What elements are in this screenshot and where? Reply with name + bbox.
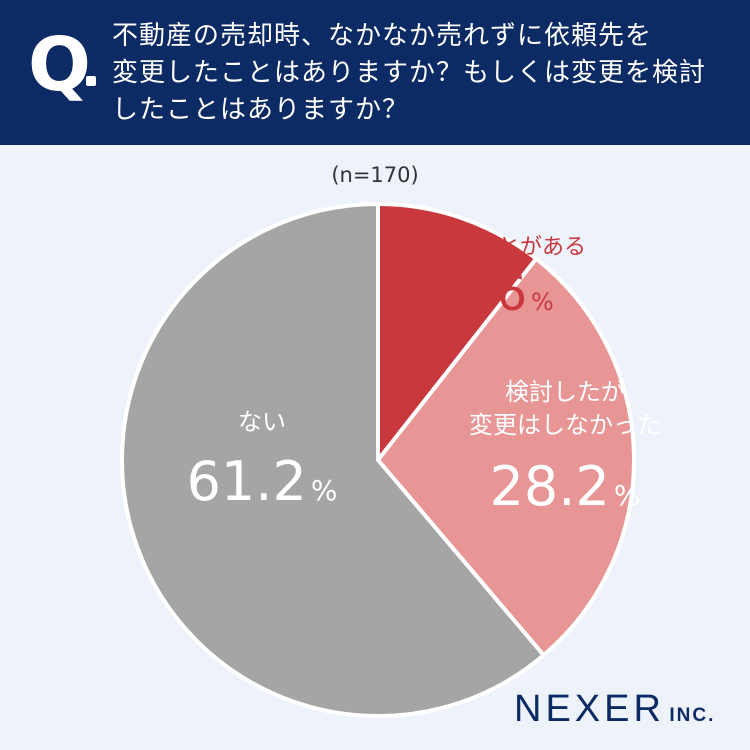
question-line: 不動産の売却時、なかなか売れずに依頼先を bbox=[112, 21, 653, 51]
question-dot bbox=[86, 76, 96, 86]
slice-percentage: 10.6% bbox=[420, 266, 554, 322]
question-line: 変更したことはありますか？もしくは変更を検討 bbox=[112, 58, 707, 88]
logo-sub-text: INC. bbox=[669, 705, 716, 726]
question-mark: Q bbox=[28, 22, 91, 108]
slice-label: ない bbox=[238, 408, 286, 436]
company-logo: NEXER INC. bbox=[514, 688, 715, 731]
question-line: したことはありますか？ bbox=[112, 95, 410, 125]
pie-slice bbox=[120, 202, 546, 718]
question-header: Q 不動産の売却時、なかなか売れずに依頼先を 変更したことはありますか？もしくは… bbox=[0, 0, 750, 145]
slice-label: 検討したが bbox=[505, 378, 625, 406]
pie-slice bbox=[376, 256, 636, 658]
slice-percentage: 61.2% bbox=[187, 450, 338, 513]
logo-main-text: NEXER bbox=[514, 688, 665, 730]
slice-label: 変更はしなかった bbox=[469, 411, 661, 439]
slice-percentage: 28.2% bbox=[490, 455, 641, 518]
sample-size-label: (n=170) bbox=[331, 163, 419, 187]
pie-slice bbox=[376, 202, 539, 462]
question-text: 不動産の売却時、なかなか売れずに依頼先を 変更したことはありますか？もしくは変更… bbox=[112, 18, 732, 129]
slice-label: 変更したことがある bbox=[388, 235, 586, 260]
